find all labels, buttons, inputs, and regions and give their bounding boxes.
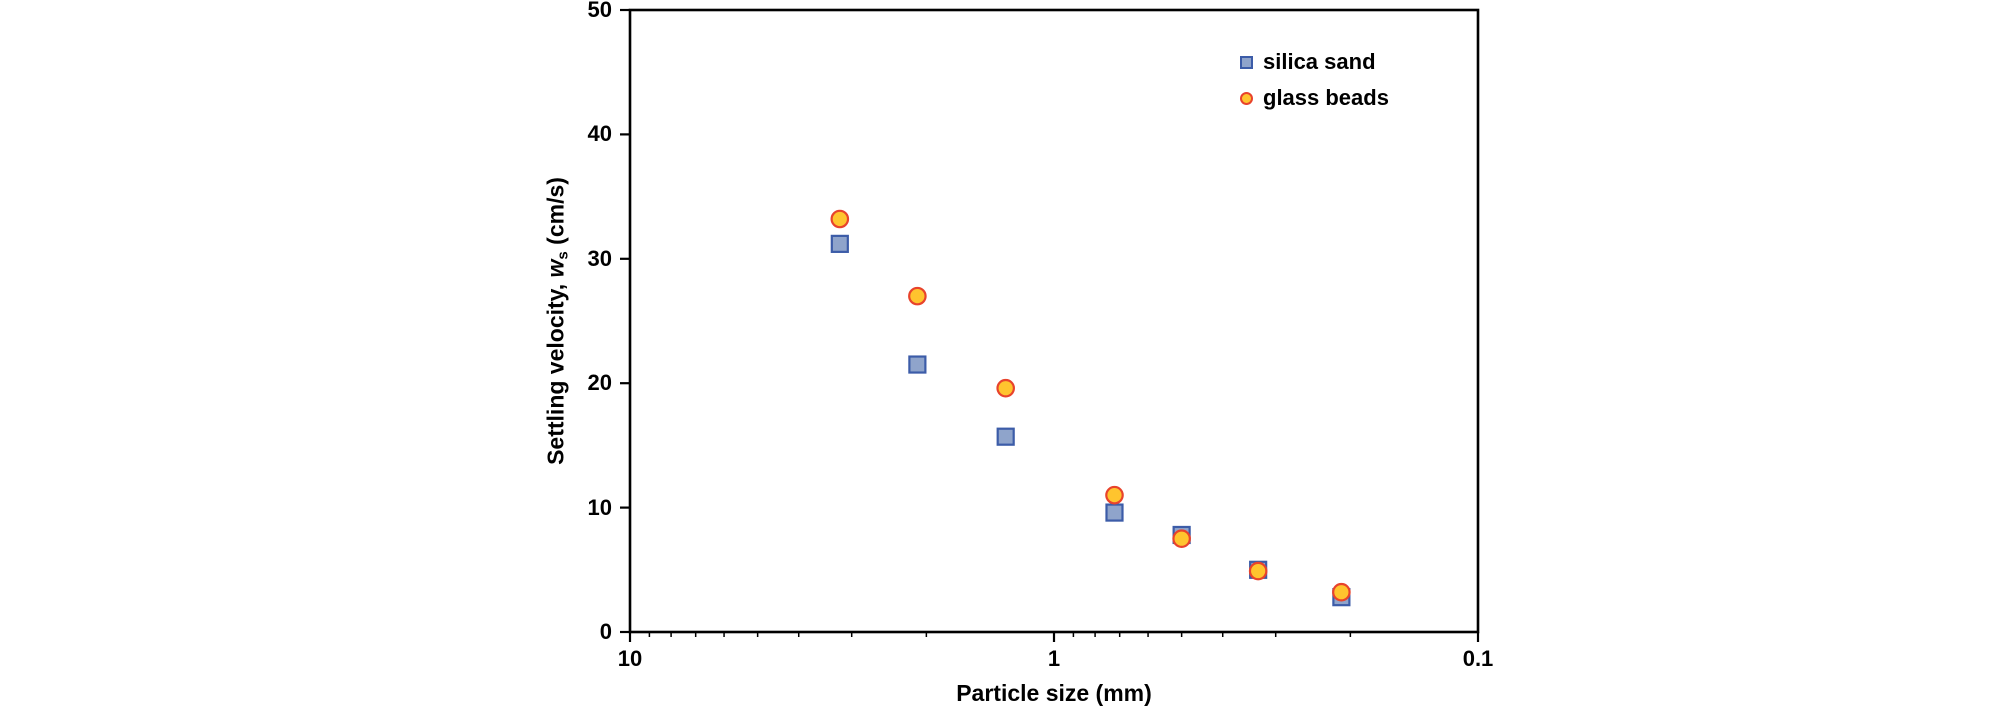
silica-sand-point [908,355,927,374]
silica-sand-point [996,427,1015,446]
y-tick-label: 10 [587,494,612,520]
legend-label-glass-beads: glass beads [1263,85,1389,110]
glass-beads-circle-marker-icon [1240,91,1253,105]
y-axis-title: Settling velocity, ws (cm/s) [543,177,572,465]
legend-label-silica-sand: silica sand [1263,49,1376,74]
glass-beads-point [1172,529,1191,548]
legend-item-glass-beads: glass beads [1240,80,1389,116]
y-axis-title-subscript: s [554,251,572,260]
y-axis-title-text: Settling velocity, [542,277,569,465]
legend: silica sand glass beads [1240,44,1389,116]
x-axis-title: Particle size (mm) [956,680,1152,706]
glass-beads-point [1105,485,1124,505]
glass-beads-point [1332,582,1351,602]
silica-sand-square-marker-icon [1240,55,1253,69]
y-tick-label: 40 [587,121,612,147]
y-tick-label: 20 [587,370,612,396]
silica-sand-point [830,234,849,253]
legend-item-silica-sand: silica sand [1240,44,1389,80]
x-tick-label: 10 [617,646,643,671]
y-tick-label: 30 [587,245,612,271]
y-axis-title-units: (cm/s) [542,177,569,252]
glass-beads-point [908,286,927,306]
glass-beads-point [830,209,850,229]
glass-beads-point [1248,561,1268,581]
y-tick-label: 0 [599,619,612,644]
glass-beads-point [996,378,1015,398]
x-tick-label: 0.1 [1462,646,1494,671]
y-tick-label: 50 [587,0,612,22]
silica-sand-point [1105,503,1124,522]
x-tick-label: 1 [1047,646,1061,671]
y-axis-title-variable: w [542,259,569,278]
